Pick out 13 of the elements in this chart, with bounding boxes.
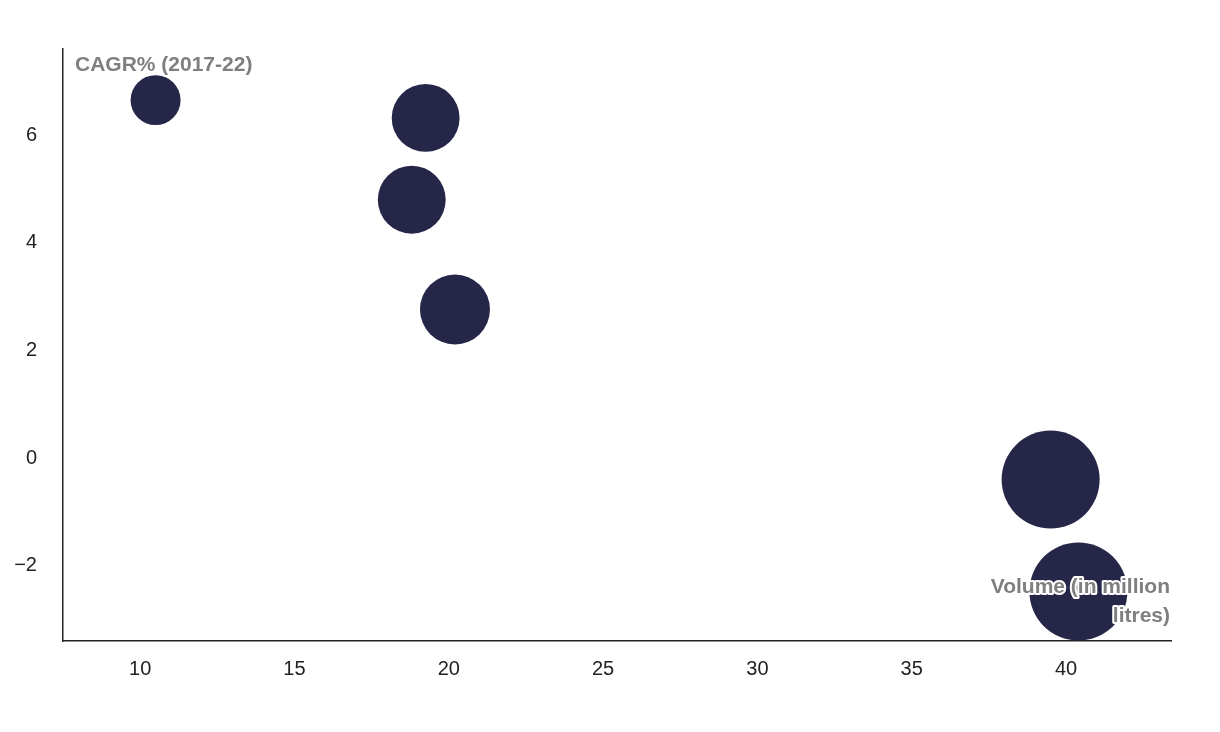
y-axis-title: CAGR% (2017-22)	[75, 51, 253, 75]
x-tick-label: 20	[437, 656, 460, 679]
x-tick-label: 10	[129, 656, 152, 679]
y-tick-label: 4	[25, 230, 37, 253]
x-tick-label: 25	[591, 656, 615, 679]
x-tick-label: 15	[283, 656, 306, 679]
y-tick-label: 6	[25, 122, 37, 145]
y-tick-label: 0	[25, 445, 37, 468]
y-tick-label: 2	[25, 337, 37, 360]
x-tick-label: 30	[746, 656, 769, 679]
x-tick-label: 35	[900, 656, 923, 679]
x-tick-label: 40	[1054, 656, 1078, 679]
y-tick-label: −2	[14, 553, 37, 576]
